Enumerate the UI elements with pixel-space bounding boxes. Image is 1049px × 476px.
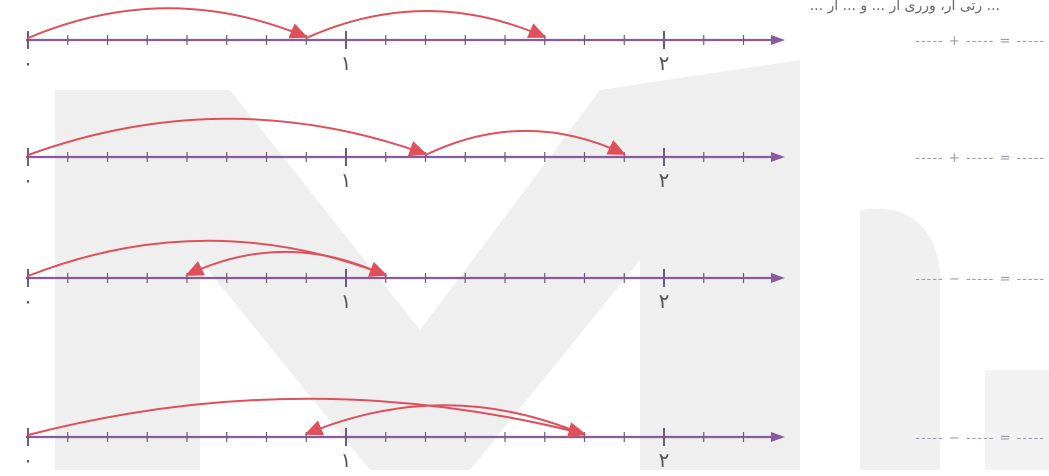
- blank-left[interactable]: -----: [915, 272, 943, 287]
- tick-label-0: ۰: [23, 168, 34, 192]
- blank-left[interactable]: -----: [915, 34, 943, 49]
- watermark-logo: [55, 60, 1049, 470]
- operator: +: [944, 151, 966, 166]
- blank-left[interactable]: -----: [915, 431, 943, 446]
- blank-result[interactable]: -----: [1017, 151, 1045, 166]
- operator: +: [944, 34, 966, 49]
- equation-blanks: ----- − ----- = -----: [915, 272, 1045, 287]
- number-line-2: ۰ ۱ ۲ ----- + ----- = -----: [23, 117, 1045, 192]
- equals-sign: =: [994, 34, 1016, 49]
- tick-label-2: ۲: [659, 51, 670, 75]
- tick-label-1: ۱: [341, 448, 352, 472]
- number-line-4: ۰ ۱ ۲ ----- − ----- = -----: [23, 397, 1045, 472]
- axis-arrowhead: [771, 152, 785, 162]
- blank-right[interactable]: -----: [966, 34, 994, 49]
- operator: −: [944, 431, 966, 446]
- tick-label-0: ۰: [23, 289, 34, 313]
- blank-result[interactable]: -----: [1017, 34, 1045, 49]
- jump-arc-1: [27, 397, 587, 438]
- jump-arc-2: [185, 250, 387, 277]
- equals-sign: =: [994, 272, 1016, 287]
- header-text: ... رتی ار، ورری ار ... و ... ار ...: [810, 0, 1000, 14]
- axis-arrowhead: [771, 273, 785, 283]
- jump-arc-2: [305, 10, 547, 39]
- number-line-3: ۰ ۱ ۲ ----- − ----- = -----: [23, 239, 1045, 313]
- tick-label-1: ۱: [341, 168, 352, 192]
- equation-blanks: ----- + ----- = -----: [915, 151, 1045, 166]
- equation-blanks: ----- + ----- = -----: [915, 34, 1045, 49]
- tick-label-2: ۲: [659, 448, 670, 472]
- equals-sign: =: [994, 151, 1016, 166]
- axis-arrowhead: [771, 432, 785, 442]
- jump-arc-2: [425, 129, 627, 156]
- tick-label-1: ۱: [341, 289, 352, 313]
- blank-right[interactable]: -----: [966, 151, 994, 166]
- number-line-1: ۰ ۱ ۲ ----- + ----- = -----: [23, 7, 1045, 75]
- tick-label-0: ۰: [23, 51, 34, 75]
- blank-right[interactable]: -----: [966, 431, 994, 446]
- tick-label-2: ۲: [659, 289, 670, 313]
- tick-label-1: ۱: [341, 51, 352, 75]
- equation-blanks: ----- − ----- = -----: [915, 431, 1045, 446]
- jump-arc-1: [27, 7, 309, 39]
- jump-arc-2: [304, 404, 585, 436]
- tick-label-2: ۲: [659, 168, 670, 192]
- operator: −: [944, 272, 966, 287]
- blank-result[interactable]: -----: [1017, 431, 1045, 446]
- blank-right[interactable]: -----: [966, 272, 994, 287]
- axis-arrowhead: [771, 35, 785, 45]
- blank-left[interactable]: -----: [915, 151, 943, 166]
- jump-arc-1: [27, 117, 428, 157]
- equals-sign: =: [994, 431, 1016, 446]
- tick-label-0: ۰: [23, 448, 34, 472]
- blank-result[interactable]: -----: [1017, 272, 1045, 287]
- number-lines: ۰ ۱ ۲ ----- + ----- = ----- ۰ ۱ ۲ ----- + -----…: [23, 7, 1045, 472]
